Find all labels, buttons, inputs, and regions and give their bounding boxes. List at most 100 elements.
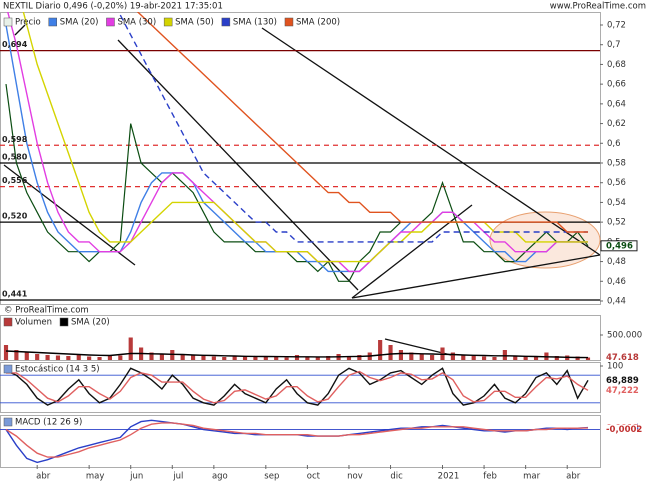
- y-tick-label: 0,72: [607, 21, 626, 31]
- series-line: [22, 12, 588, 263]
- y-tick-label: 500.000: [607, 331, 642, 341]
- legend-swatch: [3, 417, 13, 427]
- panel-title: Estocástico (14 3 5): [15, 365, 100, 375]
- panel-title: MACD (12 26 9): [15, 418, 82, 428]
- volume-bar: [128, 337, 133, 360]
- legend-swatch: [163, 17, 173, 27]
- panel: [3, 337, 591, 360]
- volume-bar: [55, 355, 61, 360]
- x-tick-label: feb: [483, 472, 497, 482]
- legend-swatch: [48, 17, 57, 27]
- volume-bar: [398, 350, 404, 360]
- volume-bar: [585, 357, 591, 360]
- volume-bar: [481, 356, 487, 360]
- volume-bar: [513, 356, 518, 360]
- series-line: [5, 350, 589, 359]
- x-tick-label: dic: [390, 472, 403, 482]
- volume-bar: [461, 355, 466, 360]
- volume-bar: [274, 357, 279, 360]
- level-label: 0,694: [2, 40, 28, 49]
- volume-bar: [14, 350, 19, 360]
- volume-bar: [492, 357, 497, 360]
- series-line: [5, 422, 589, 458]
- legend-label: SMA (20): [60, 18, 99, 28]
- legend-swatch: [3, 364, 13, 374]
- volume-bar: [3, 345, 9, 360]
- volume-bar: [430, 355, 435, 360]
- x-tick-label: ago: [212, 472, 228, 482]
- legend-label: SMA (50): [175, 18, 214, 28]
- legend-label: SMA (20): [71, 318, 110, 328]
- volume-bar: [190, 355, 196, 360]
- volume-bar: [180, 355, 185, 360]
- volume-bar: [346, 357, 352, 360]
- y-tick-label: 0,66: [607, 80, 626, 90]
- x-tick-label: sep: [264, 472, 279, 482]
- y-tick-label: 0,54: [607, 198, 626, 208]
- volume-bar: [97, 357, 102, 360]
- x-tick-label: abr: [566, 472, 581, 482]
- y-tick-label: 100: [607, 362, 623, 372]
- volume-bar: [305, 356, 310, 360]
- x-tick-label: abr: [36, 472, 51, 482]
- legend-swatch: [106, 17, 115, 27]
- volume-bar: [201, 356, 206, 360]
- y-tick-label: 0,6: [607, 139, 621, 149]
- x-tick-label: jul: [172, 472, 183, 482]
- volume-bar: [149, 352, 154, 360]
- x-tick-label: nov: [347, 472, 363, 482]
- volume-bar: [554, 356, 559, 360]
- y-tick-label: 0,68: [607, 60, 626, 70]
- volume-bar: [388, 345, 393, 360]
- legend-swatch: [221, 17, 231, 27]
- level-label: 0,441: [2, 290, 28, 299]
- legend-swatch: [3, 17, 13, 27]
- legend-swatch: [59, 317, 69, 327]
- volume-bar: [45, 355, 50, 360]
- copyright: © ProRealTime.com: [4, 306, 89, 316]
- volume-bar: [253, 357, 258, 360]
- y-tick-label: 0,46: [607, 277, 626, 287]
- x-tick-label: oct: [307, 472, 321, 482]
- volume-bar: [170, 350, 175, 360]
- y-tick-label: 0,48: [607, 257, 626, 267]
- last-value-box: [601, 375, 637, 386]
- legend-label: SMA (200): [296, 18, 340, 28]
- y-tick-label: 0,44: [607, 297, 626, 307]
- y-tick-label: 0,7: [607, 40, 621, 50]
- series-line: [136, 12, 588, 233]
- legend-label: SMA (30): [117, 18, 156, 28]
- volume-bar: [315, 357, 320, 360]
- volume-bar: [66, 356, 71, 360]
- legend-swatch: [284, 17, 294, 27]
- panel: [0, 419, 600, 464]
- volume-bar: [222, 357, 227, 360]
- volume-bar: [118, 355, 123, 360]
- last-value-label: -0,0002: [606, 425, 642, 435]
- legend-label: Volumen: [15, 318, 52, 328]
- x-tick-label: 2021: [438, 472, 460, 482]
- last-value-box: [601, 424, 637, 435]
- y-tick-label: 0,58: [607, 159, 626, 169]
- volume-bar: [35, 354, 40, 360]
- volume-bar: [24, 352, 29, 360]
- last-value-label: 47.618: [606, 353, 639, 363]
- volume-bar: [294, 355, 300, 360]
- volume-bar: [533, 357, 539, 360]
- volume-bar: [471, 356, 476, 360]
- header-source: www.ProRealTime.com: [550, 2, 646, 12]
- volume-bar: [523, 356, 528, 360]
- volume-bar: [502, 350, 507, 360]
- legend-label: SMA (130): [233, 18, 277, 28]
- header-title: NEXTIL Diario 0,496 (-0,20%) 19-abr-2021…: [3, 2, 223, 12]
- volume-bar: [159, 354, 164, 360]
- volume-bar: [419, 354, 424, 360]
- panel: [0, 12, 600, 301]
- y-tick-label: 0,62: [607, 119, 626, 129]
- volume-bar: [575, 356, 580, 360]
- level-label: 0,598: [2, 135, 28, 144]
- y-tick-label: 0,56: [607, 178, 626, 188]
- volume-bar: [409, 352, 414, 360]
